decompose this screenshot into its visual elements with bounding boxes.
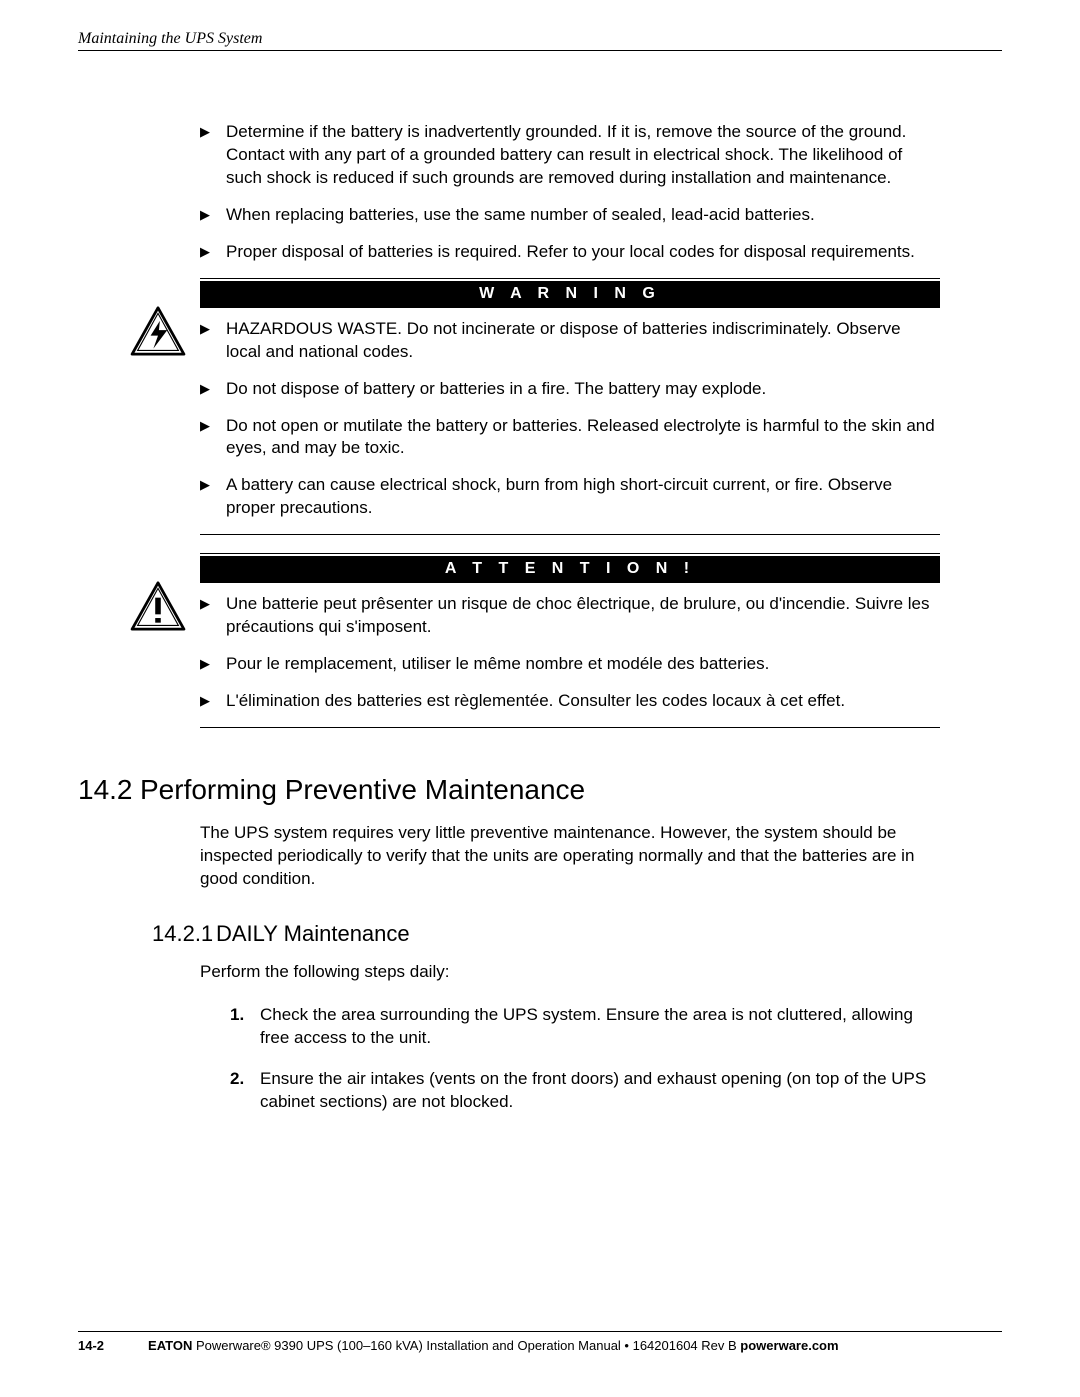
warning-block: W A R N I N G HAZARDOUS WASTE. Do not in… xyxy=(200,278,940,536)
step-number: 1. xyxy=(230,1004,244,1027)
list-item: Pour le remplacement, utiliser le même n… xyxy=(200,653,940,676)
step-text: Check the area surrounding the UPS syste… xyxy=(260,1005,913,1047)
step-item: 2. Ensure the air intakes (vents on the f… xyxy=(230,1068,940,1114)
list-item: HAZARDOUS WASTE. Do not incinerate or di… xyxy=(200,318,940,364)
list-item: L'élimination des batteries est règlemen… xyxy=(200,690,940,713)
footer-url: powerware.com xyxy=(740,1338,838,1353)
attention-bullet-list: Une batterie peut prêsenter un risque de… xyxy=(200,593,940,713)
attention-block: A T T E N T I O N ! Une batterie peut pr… xyxy=(200,553,940,728)
subsection-number: 14.2.1 xyxy=(152,921,216,947)
section-heading: 14.2Performing Preventive Maintenance xyxy=(78,774,940,806)
list-item: When replacing batteries, use the same n… xyxy=(200,204,940,227)
divider xyxy=(200,727,940,728)
section-intro: The UPS system requires very little prev… xyxy=(200,822,940,891)
step-item: 1. Check the area surrounding the UPS sys… xyxy=(230,1004,940,1050)
divider xyxy=(200,278,940,279)
steps-list: 1. Check the area surrounding the UPS sys… xyxy=(230,1004,940,1114)
divider xyxy=(200,553,940,554)
footer-product: Powerware® 9390 UPS (100–160 kVA) Instal… xyxy=(192,1338,740,1353)
running-header: Maintaining the UPS System xyxy=(78,30,1002,51)
step-text: Ensure the air intakes (vents on the fro… xyxy=(260,1069,926,1111)
subsection-heading: 14.2.1DAILY Maintenance xyxy=(152,921,940,947)
footer-text: EATON Powerware® 9390 UPS (100–160 kVA) … xyxy=(148,1338,839,1353)
step-number: 2. xyxy=(230,1068,244,1091)
page-number: 14-2 xyxy=(78,1338,104,1353)
list-item: Determine if the battery is inadvertentl… xyxy=(200,121,940,190)
footer-brand: EATON xyxy=(148,1338,192,1353)
attention-label-bar: A T T E N T I O N ! xyxy=(200,556,940,583)
list-item: Do not dispose of battery or batteries i… xyxy=(200,378,940,401)
warning-bullet-list: HAZARDOUS WASTE. Do not incinerate or di… xyxy=(200,318,940,521)
page: Maintaining the UPS System Determine if … xyxy=(0,0,1080,1397)
caution-icon xyxy=(130,581,186,631)
list-item: Do not open or mutilate the battery or b… xyxy=(200,415,940,461)
subsection-lead: Perform the following steps daily: xyxy=(200,961,940,984)
intro-bullet-list: Determine if the battery is inadvertentl… xyxy=(200,121,940,264)
body-content: Determine if the battery is inadvertentl… xyxy=(200,121,940,1114)
divider xyxy=(200,534,940,535)
electrical-hazard-icon xyxy=(130,306,186,356)
warning-label-bar: W A R N I N G xyxy=(200,281,940,308)
list-item: A battery can cause electrical shock, bu… xyxy=(200,474,940,520)
list-item: Proper disposal of batteries is required… xyxy=(200,241,940,264)
page-footer: 14-2 EATON Powerware® 9390 UPS (100–160 … xyxy=(78,1331,1002,1353)
list-item: Une batterie peut prêsenter un risque de… xyxy=(200,593,940,639)
section-title: Performing Preventive Maintenance xyxy=(140,774,585,805)
section-number: 14.2 xyxy=(78,774,140,806)
subsection-title: DAILY Maintenance xyxy=(216,921,410,946)
